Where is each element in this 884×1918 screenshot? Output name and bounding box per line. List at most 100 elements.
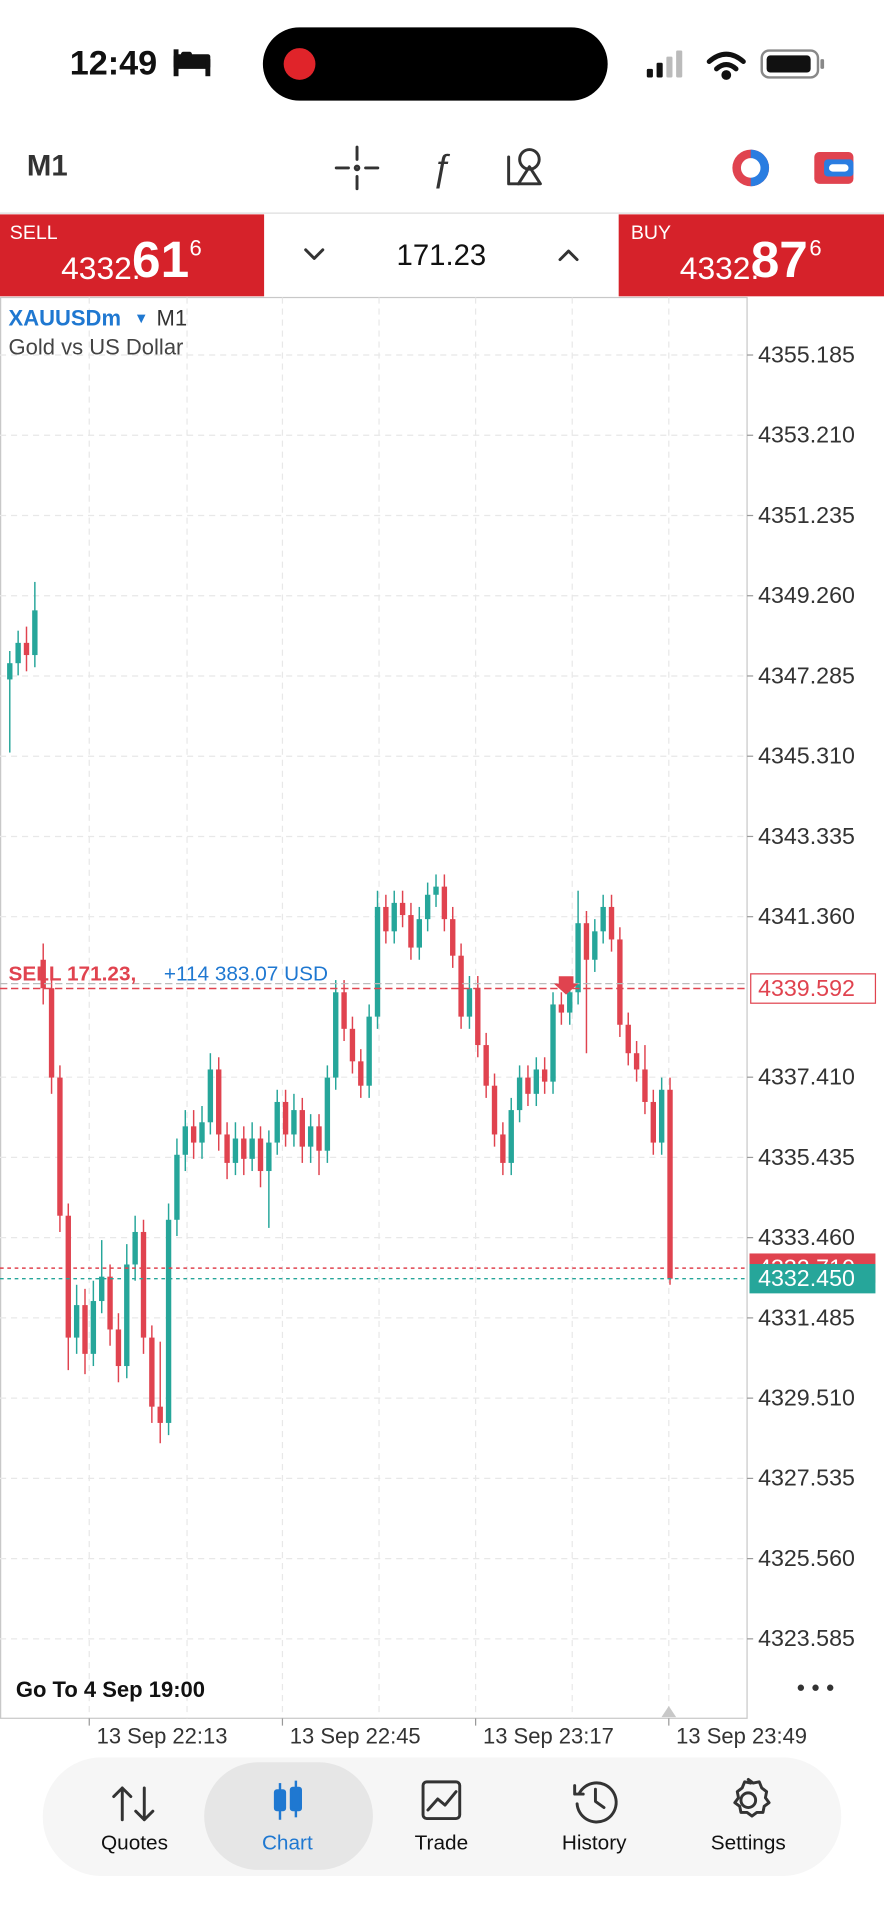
candle-body [140,1231,147,1338]
trade-toggle-icon[interactable] [814,152,854,184]
candle-body [466,988,473,1017]
candle-body [40,959,46,989]
y-tick-label: 4341.360 [758,903,855,929]
candle-body [633,1053,640,1070]
position-arrow [553,976,579,995]
candle-body [374,906,381,1017]
volume-up[interactable] [558,249,579,262]
candle-body [416,919,422,948]
y-tick-label: 4327.535 [758,1465,855,1491]
bid-line-label: 4332.450 [758,1265,855,1291]
sell-price-main: 4332. [61,250,141,286]
candle-body [65,1215,71,1338]
candle-body [149,1337,155,1407]
candle-body [592,931,598,960]
candle-body [550,1004,556,1082]
tab-label[interactable]: Trade [415,1832,468,1855]
timeframe-button[interactable]: M1 [27,150,68,183]
dynamic-island [262,27,608,101]
scroll-marker [661,1706,677,1718]
symbol-description: Gold vs US Dollar [9,335,184,360]
wifi-icon [706,51,746,80]
candle-body [583,923,590,960]
indicators-button[interactable]: ƒ [431,147,451,189]
candle-body [48,988,55,1078]
x-tick-label: 13 Sep 23:49 [676,1724,807,1749]
candle-body [333,992,339,1078]
candle-body [216,1069,222,1135]
y-tick-label: 4329.510 [758,1385,855,1411]
candle-body [282,1101,289,1135]
candle-body [274,1101,280,1143]
candle-body [124,1264,130,1367]
candle-body [73,1305,80,1338]
tab-label[interactable]: Chart [262,1832,313,1855]
position-profit: +114 383.07 USD [164,963,328,986]
tab-label[interactable]: Settings [711,1832,786,1855]
candle-body [15,642,21,664]
tab-label[interactable]: Quotes [101,1832,168,1855]
x-tick-label: 13 Sep 22:45 [290,1724,421,1749]
candle-body [199,1122,205,1143]
candle-body [157,1406,163,1423]
tab-label[interactable]: History [562,1832,627,1855]
chart-timeframe: M1 [157,305,188,330]
objects-button[interactable] [507,148,542,186]
candle-body [307,1126,314,1147]
candle-body [257,1138,264,1172]
candle-body [600,906,606,932]
y-tick-label: 4353.210 [758,422,855,448]
candle-body [458,955,464,1017]
tab-selected [204,1762,373,1870]
volume-down[interactable] [304,248,325,260]
position-price: 4339.592 [758,975,855,1001]
status-time: 12:49 [70,44,158,82]
y-tick-label: 4323.585 [758,1625,855,1651]
y-tick-label: 4333.460 [758,1224,855,1250]
buy-price-sup: 6 [809,236,821,261]
candle-body [391,902,397,932]
candle-body [224,1134,230,1163]
y-tick-label: 4325.560 [758,1545,855,1571]
candle-body [299,1110,305,1147]
volume-value[interactable]: 171.23 [397,239,487,272]
price-lines: SELL 171.23, +114 383.07 USD 4339.592 4332.… [0,963,877,1294]
x-tick-label: 13 Sep 22:13 [97,1724,228,1749]
crosshair-button[interactable] [334,145,380,191]
settings-icon [733,1777,771,1818]
chart-icon [273,1780,303,1820]
sell-background [0,214,265,297]
battery-icon [760,49,825,79]
candle-body [190,1126,197,1143]
chart-frame [0,296,748,1719]
y-tick-label: 4335.435 [758,1144,855,1170]
candle-body [475,988,481,1046]
trade-icon [421,1780,462,1821]
candle-body [408,915,414,948]
account-icon[interactable] [732,149,770,187]
candle-body [316,1126,322,1151]
candle-body [165,1219,172,1423]
position-price-box [750,973,877,1004]
candle-body [575,923,581,993]
candle-body [349,1028,356,1062]
candle-body [23,642,30,656]
sell-price-big: 61 [132,231,189,288]
symbol-dropdown[interactable] [136,314,146,324]
candle-body [7,663,13,680]
x-tick-label: 13 Sep 23:17 [483,1724,614,1749]
candle-body [366,1016,372,1086]
candle-body [541,1069,548,1082]
candle-body [57,1077,63,1216]
candle-body [232,1138,239,1163]
candle-body [32,610,38,656]
sell-button[interactable]: SELL 4332. 61 6 [0,214,265,297]
goto-button[interactable]: Go To 4 Sep 19:00 [16,1677,205,1702]
symbol[interactable]: XAUUSDm [9,305,121,330]
y-tick-label: 4331.485 [758,1304,855,1330]
buy-button[interactable]: BUY 4332. 87 6 [618,214,884,297]
candle-body [249,1138,255,1159]
candle-body [82,1305,88,1354]
more-button[interactable] [797,1684,834,1691]
candle-body [525,1077,531,1094]
